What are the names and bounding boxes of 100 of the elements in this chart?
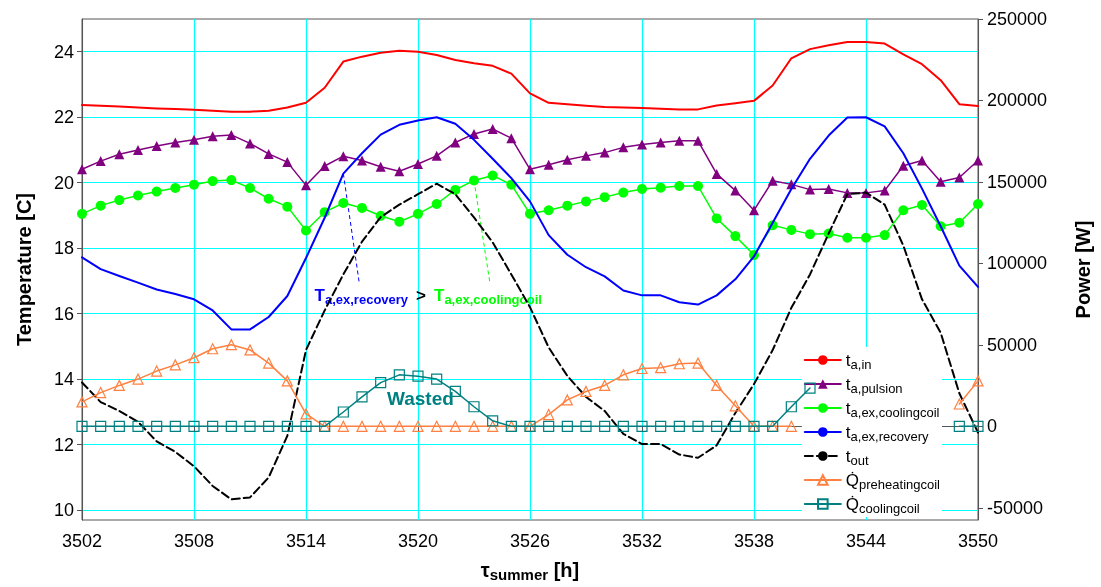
point bbox=[618, 187, 629, 198]
point bbox=[394, 166, 405, 177]
point bbox=[543, 420, 555, 432]
x-tick-label: 3532 bbox=[621, 531, 663, 551]
point bbox=[581, 196, 591, 207]
point bbox=[151, 186, 162, 197]
point bbox=[543, 159, 554, 170]
x-tick-label: 3514 bbox=[285, 531, 327, 551]
point bbox=[95, 156, 106, 167]
point bbox=[767, 175, 778, 186]
point bbox=[655, 182, 666, 193]
point bbox=[95, 386, 107, 399]
y-tick-label: 12 bbox=[53, 434, 74, 455]
point bbox=[245, 182, 255, 193]
point bbox=[114, 149, 125, 160]
point bbox=[972, 375, 984, 387]
point bbox=[543, 205, 554, 216]
y-tick-label: 22 bbox=[53, 107, 74, 128]
point bbox=[151, 141, 162, 152]
point bbox=[413, 208, 423, 219]
point bbox=[561, 420, 573, 432]
point bbox=[281, 420, 293, 432]
point bbox=[133, 144, 143, 155]
point bbox=[431, 373, 443, 385]
point bbox=[487, 420, 499, 432]
point bbox=[449, 420, 461, 432]
point bbox=[636, 420, 648, 432]
point bbox=[393, 369, 405, 381]
point bbox=[337, 406, 349, 418]
line-series bbox=[81, 116, 979, 331]
point bbox=[319, 161, 330, 172]
point bbox=[207, 420, 219, 432]
point bbox=[785, 401, 797, 413]
x-tick-label: 3520 bbox=[397, 531, 439, 551]
point bbox=[861, 232, 871, 243]
point bbox=[77, 208, 87, 219]
point bbox=[692, 357, 704, 369]
point bbox=[170, 182, 181, 193]
point bbox=[132, 420, 144, 432]
point bbox=[207, 131, 218, 142]
point bbox=[244, 420, 256, 432]
point bbox=[954, 217, 965, 228]
point bbox=[580, 420, 592, 432]
point bbox=[468, 420, 480, 432]
point bbox=[562, 154, 573, 165]
y-tick-label: 10 bbox=[53, 500, 74, 521]
point bbox=[618, 142, 629, 153]
point bbox=[300, 420, 312, 432]
point bbox=[188, 352, 200, 364]
point bbox=[76, 420, 88, 432]
point bbox=[114, 195, 125, 206]
point bbox=[636, 362, 648, 375]
point bbox=[468, 401, 480, 413]
point bbox=[543, 408, 555, 421]
point bbox=[431, 199, 442, 210]
point bbox=[729, 420, 741, 432]
x-tick-label: 3526 bbox=[509, 531, 551, 551]
y2-tick-label: 150000 bbox=[987, 171, 1048, 192]
point bbox=[599, 379, 611, 392]
point bbox=[972, 420, 984, 432]
point bbox=[637, 139, 647, 150]
point bbox=[673, 358, 685, 370]
point bbox=[562, 200, 573, 211]
point bbox=[412, 370, 424, 382]
point bbox=[617, 369, 629, 381]
point bbox=[599, 192, 610, 203]
point bbox=[823, 183, 834, 194]
point bbox=[431, 420, 443, 432]
y-tick-label: 18 bbox=[53, 238, 74, 259]
point bbox=[77, 164, 87, 175]
point bbox=[469, 175, 479, 186]
point bbox=[282, 201, 293, 212]
point bbox=[393, 420, 405, 432]
point bbox=[674, 135, 685, 146]
y2-tick-label: 200000 bbox=[987, 90, 1048, 111]
y2-tick-label: 0 bbox=[987, 416, 998, 437]
point bbox=[655, 362, 667, 374]
point bbox=[263, 420, 275, 432]
point bbox=[973, 199, 983, 210]
point bbox=[113, 420, 125, 432]
point bbox=[561, 394, 573, 406]
point bbox=[898, 205, 909, 216]
point bbox=[281, 375, 293, 387]
point bbox=[673, 420, 685, 432]
point bbox=[730, 231, 741, 242]
point bbox=[711, 420, 723, 432]
point bbox=[244, 344, 256, 356]
point bbox=[729, 400, 741, 412]
point bbox=[487, 124, 498, 135]
point bbox=[581, 150, 591, 161]
y2-tick-label: 100000 bbox=[987, 253, 1048, 274]
point bbox=[207, 176, 218, 187]
point bbox=[245, 138, 255, 149]
x-tick-label: 3502 bbox=[61, 531, 103, 551]
y2-tick-label: -50000 bbox=[987, 497, 1044, 518]
point bbox=[805, 184, 815, 195]
point bbox=[226, 175, 237, 186]
point bbox=[113, 379, 125, 392]
point bbox=[431, 150, 442, 161]
x-tick-label: 3544 bbox=[845, 531, 887, 551]
